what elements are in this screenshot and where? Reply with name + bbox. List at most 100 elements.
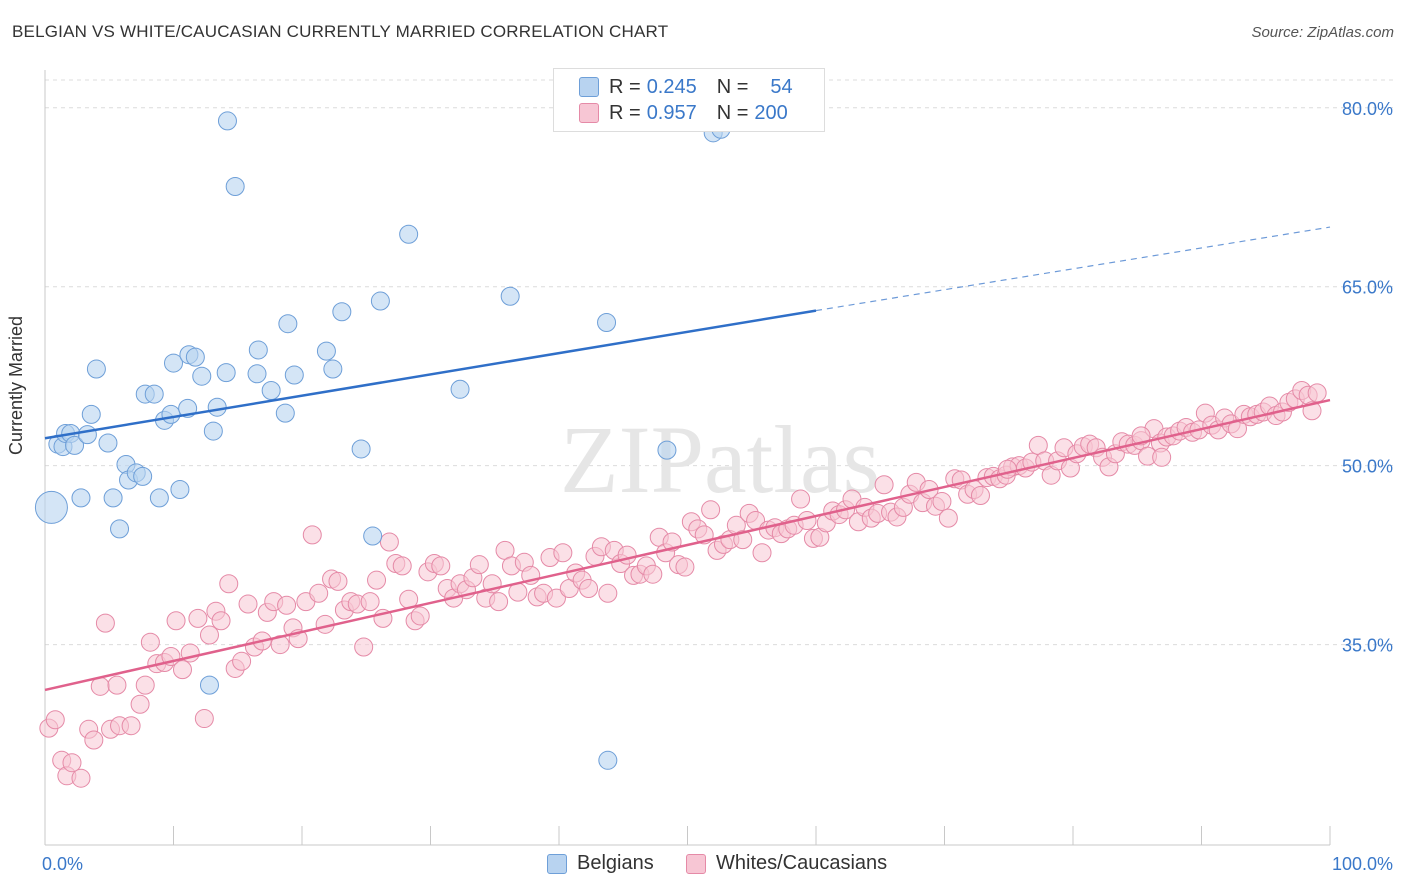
x-tick-label: 100.0% xyxy=(1332,854,1393,874)
pink-swatch-icon xyxy=(686,853,706,874)
belgians-point xyxy=(133,466,153,486)
whites-point xyxy=(410,606,430,626)
belgians-point xyxy=(332,302,352,322)
series-legend: Belgians Whites/Caucasians xyxy=(0,852,1406,878)
whites-point xyxy=(309,583,329,603)
whites-point xyxy=(360,592,380,612)
whites-point xyxy=(45,710,65,730)
belgians-point xyxy=(363,526,383,546)
belgians-point xyxy=(450,379,470,399)
whites-point xyxy=(379,532,399,552)
x-tick-label: 0.0% xyxy=(42,854,83,874)
belgians-point xyxy=(149,488,169,508)
belgians-point xyxy=(316,341,336,361)
belgians-point xyxy=(164,353,183,373)
y-tick-label: 35.0% xyxy=(1342,636,1393,656)
whites-point xyxy=(238,594,258,614)
whites-point xyxy=(932,491,952,511)
belgians-point xyxy=(597,313,617,333)
belgians-point xyxy=(275,403,295,423)
whites-point xyxy=(791,489,811,509)
belgians-point xyxy=(98,433,118,453)
belgians-point xyxy=(399,224,419,244)
belgians-point xyxy=(598,750,618,770)
n-value-whites: 200 xyxy=(754,101,788,124)
whites-point xyxy=(270,635,290,655)
whites-point xyxy=(938,508,958,528)
legend-row-whites: R = 0.957 N = 200 xyxy=(579,101,788,125)
whites-point xyxy=(367,570,387,590)
belgians-trend-extension xyxy=(815,226,1331,312)
whites-point xyxy=(701,500,721,520)
whites-point xyxy=(199,625,219,645)
blue-swatch-icon xyxy=(547,853,567,874)
r-label: R = xyxy=(609,75,641,98)
whites-point xyxy=(188,608,208,628)
belgians-point xyxy=(65,435,85,455)
whites-point xyxy=(874,475,894,495)
belgians-point xyxy=(144,384,164,404)
whites-point xyxy=(617,545,637,565)
belgians-point xyxy=(34,490,68,524)
n-label: N = xyxy=(716,101,749,124)
watermark: ZIPatlas xyxy=(560,406,880,513)
belgians-point xyxy=(185,347,205,367)
whites-point xyxy=(71,768,91,788)
whites-point xyxy=(598,583,618,603)
whites-point xyxy=(277,595,297,615)
legend-item-whites: Whites/Caucasians xyxy=(686,852,887,875)
belgians-point xyxy=(500,286,520,306)
n-value-belgians: 54 xyxy=(770,75,793,98)
whites-point xyxy=(579,579,599,599)
whites-point xyxy=(219,574,239,594)
whites-point xyxy=(140,632,160,652)
whites-point xyxy=(328,571,348,591)
belgians-point xyxy=(323,359,343,379)
whites-point xyxy=(194,709,214,729)
whites-point xyxy=(107,675,127,695)
trend-lines xyxy=(44,226,1331,692)
whites-point xyxy=(553,543,573,563)
whites-point xyxy=(392,556,412,576)
belgians-point xyxy=(207,397,227,417)
stats-legend: R = 0.245 N = 54 R = 0.957 N = 200 xyxy=(553,68,825,132)
belgians-point xyxy=(199,675,219,695)
n-label: N = xyxy=(716,75,749,98)
belgians-point xyxy=(225,177,245,197)
whites-point xyxy=(643,564,663,584)
whites-point xyxy=(232,651,252,671)
whites-point xyxy=(95,613,115,633)
y-axis-label: Currently Married xyxy=(6,315,26,455)
whites-point xyxy=(121,716,141,736)
whites-point xyxy=(752,543,772,563)
whites-point xyxy=(84,730,104,750)
tick-labels: 35.0% 50.0% 65.0% 80.0% 0.0% 100.0% xyxy=(42,99,1393,874)
legend-item-belgians: Belgians xyxy=(547,852,654,875)
gridlines xyxy=(45,79,1395,646)
whites-point xyxy=(130,694,150,714)
belgians-points xyxy=(34,111,731,770)
source-label: Source: ZipAtlas.com xyxy=(1251,24,1394,41)
whites-point xyxy=(997,459,1017,479)
belgians-point xyxy=(71,488,91,508)
belgians-point xyxy=(110,519,130,539)
whites-point xyxy=(354,637,374,657)
whites-point xyxy=(172,660,192,680)
whites-point xyxy=(1307,383,1327,403)
belgians-point xyxy=(77,425,97,445)
belgians-point xyxy=(216,363,236,383)
whites-point xyxy=(211,611,231,631)
legend-label-belgians: Belgians xyxy=(577,852,654,874)
belgians-point xyxy=(192,366,212,386)
whites-point xyxy=(135,675,155,695)
belgians-point xyxy=(261,381,281,401)
belgians-trend-line xyxy=(44,309,817,440)
belgians-point xyxy=(161,404,181,424)
whites-point xyxy=(546,588,566,608)
whites-point xyxy=(733,530,753,550)
y-tick-label: 65.0% xyxy=(1342,278,1393,298)
legend-row-belgians: R = 0.245 N = 54 xyxy=(579,75,793,99)
chart-title: BELGIAN VS WHITE/CAUCASIAN CURRENTLY MAR… xyxy=(12,22,669,41)
whites-point xyxy=(489,592,509,612)
